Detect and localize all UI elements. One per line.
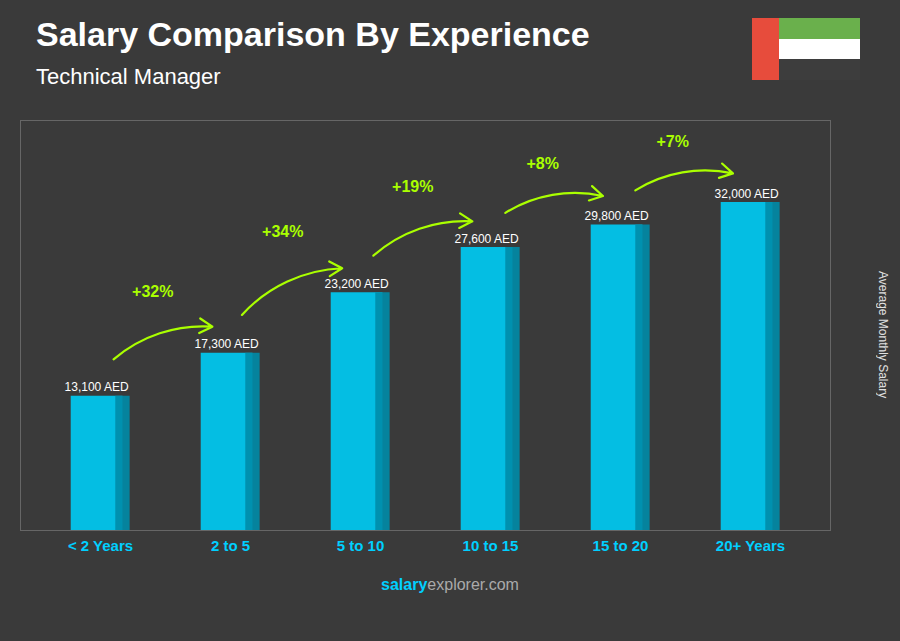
svg-text:+19%: +19% [392,178,433,195]
svg-text:32,000 AED: 32,000 AED [715,187,779,201]
svg-text:< 2 Years: < 2 Years [68,537,133,554]
html-text:Technical Manager: Technical Manager [36,64,221,89]
svg-text:5 to 10: 5 to 10 [337,537,385,554]
html-text:Salary Comparison By Experienc: Salary Comparison By Experience [36,15,590,53]
svg-text:+7%: +7% [657,133,689,150]
svg-text:+32%: +32% [132,283,173,300]
html-text:Average Monthly Salary: Average Monthly Salary [876,271,890,399]
svg-text:13,100 AED: 13,100 AED [65,380,129,394]
svg-text:29,800 AED: 29,800 AED [585,209,649,223]
svg-text:2 to 5: 2 to 5 [211,537,250,554]
svg-text:23,200 AED: 23,200 AED [325,277,389,291]
svg-text:10 to 15: 10 to 15 [463,537,519,554]
svg-text:15 to 20: 15 to 20 [593,537,649,554]
html-text:salary explorer.com: salary explorer.com [381,576,519,593]
svg-text:17,300 AED: 17,300 AED [195,337,259,351]
svg-text:+34%: +34% [262,223,303,240]
svg-text:20+ Years: 20+ Years [716,537,785,554]
svg-text:27,600 AED: 27,600 AED [455,232,519,246]
svg-text:+8%: +8% [527,155,559,172]
